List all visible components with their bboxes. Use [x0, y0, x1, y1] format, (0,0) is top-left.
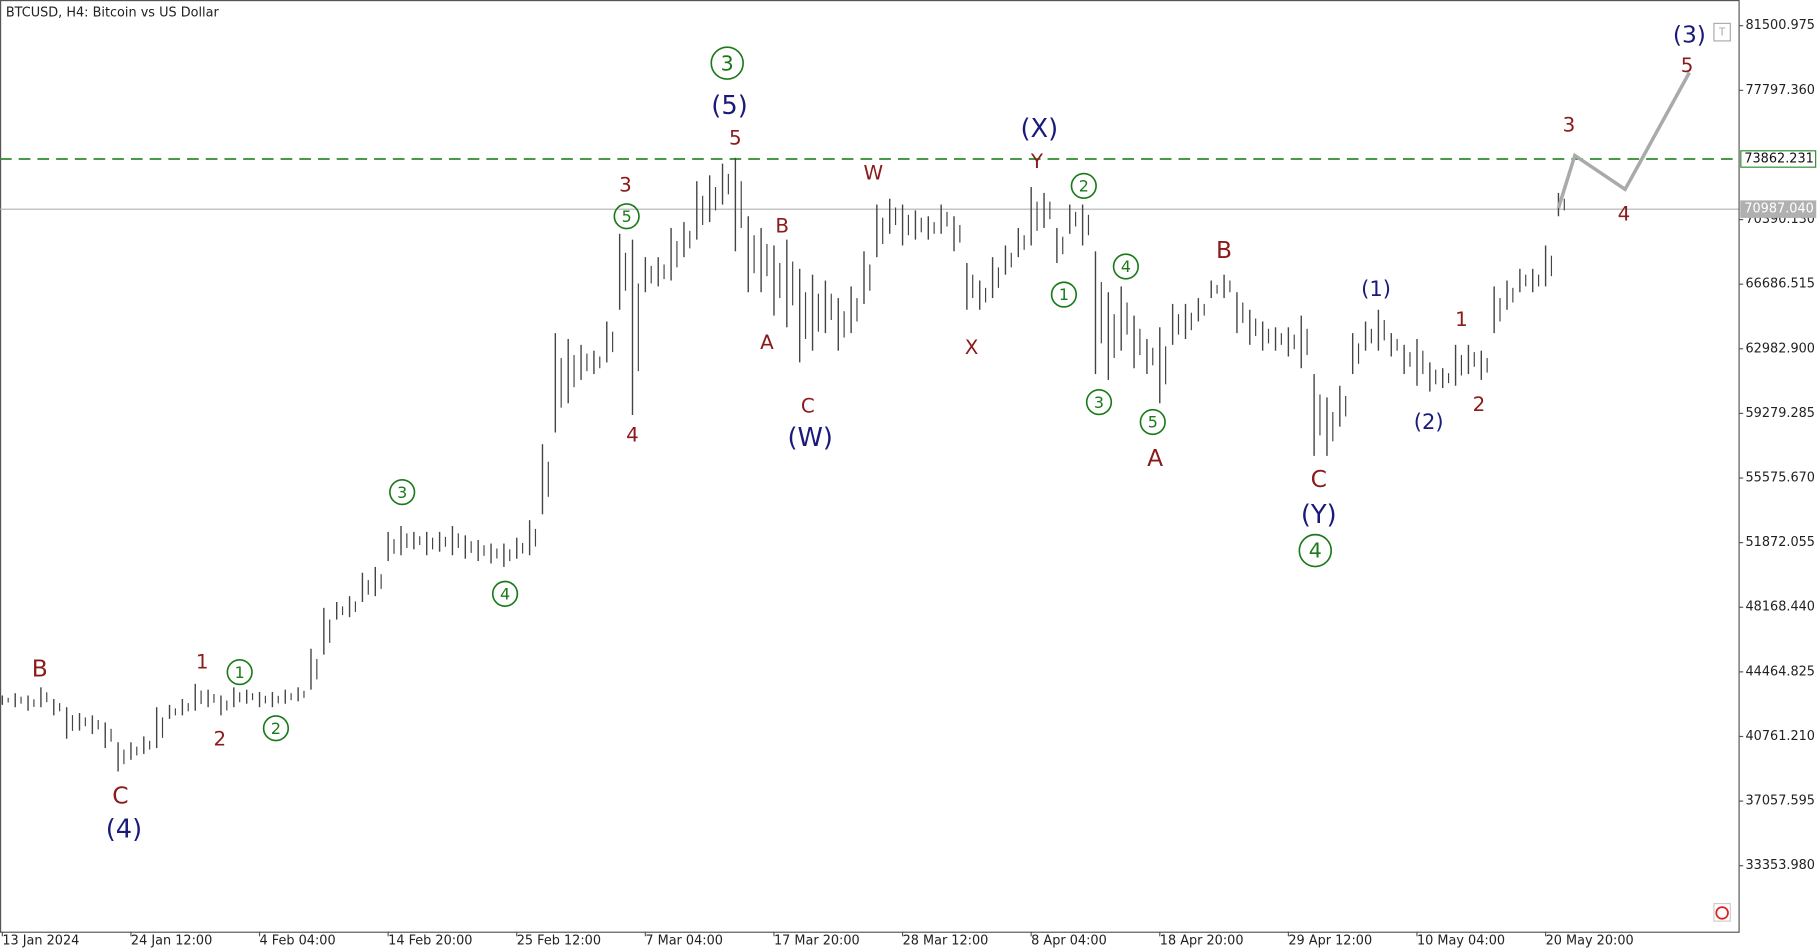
wave-label: C [801, 394, 815, 417]
wave-label: Y [1030, 150, 1044, 173]
wave-label: 5 [1148, 413, 1158, 432]
wave-label: (4) [106, 814, 142, 844]
x-tick-label: 7 Mar 04:00 [645, 933, 723, 948]
x-tick-label: 4 Feb 04:00 [260, 933, 336, 948]
wave-label: 2 [271, 719, 281, 738]
wave-circle [613, 203, 640, 230]
x-tick-label: 29 Apr 12:00 [1288, 933, 1372, 948]
x-tick-label: 25 Feb 12:00 [517, 933, 601, 948]
order-icon[interactable] [1713, 902, 1731, 922]
wave-label: 1 [235, 663, 245, 682]
wave-label: 3 [1094, 393, 1104, 412]
wave-label: (X) [1021, 114, 1059, 144]
wave-circle [226, 658, 253, 686]
plot-frame [0, 0, 1740, 933]
wave-circle [389, 478, 416, 506]
x-tick-label: 10 May 04:00 [1417, 933, 1505, 948]
y-tick-label: 40761.210 [1746, 729, 1815, 744]
x-tick-label: 28 Mar 12:00 [903, 933, 989, 948]
x-tick-label: 14 Feb 20:00 [388, 933, 472, 948]
wave-label: 5 [729, 127, 742, 150]
forecast-path [1556, 71, 1691, 209]
wave-circle [262, 715, 290, 742]
wave-circle [1070, 172, 1097, 199]
y-tick-label: 77797.360 [1746, 83, 1815, 98]
y-tick-label: 55575.670 [1746, 471, 1815, 486]
wave-label: C [1311, 465, 1327, 493]
y-tick-label: 66686.515 [1746, 277, 1815, 292]
wave-label: 5 [1681, 54, 1694, 77]
wave-label: 2 [1079, 177, 1089, 196]
wave-label: 4 [1309, 539, 1322, 563]
wave-circle [1298, 533, 1333, 568]
wave-label: B [775, 214, 789, 237]
order-icon-glyph [1715, 906, 1729, 920]
wave-label: 3 [397, 483, 407, 502]
wave-label: (5) [711, 91, 747, 121]
y-tick-label: 37057.595 [1746, 794, 1815, 809]
wave-label: 5 [622, 207, 632, 226]
trade-icon-glyph: T [1718, 27, 1726, 39]
wave-circle [491, 580, 519, 607]
price-level-label: 70987.040 [1744, 202, 1813, 217]
price-level-label: 73862.231 [1744, 151, 1813, 166]
wave-label: B [1216, 236, 1232, 264]
wave-label: 2 [1473, 393, 1486, 416]
wave-label: 1 [196, 650, 209, 673]
y-tick-label: 48168.440 [1746, 600, 1815, 615]
trade-icon[interactable] [1713, 22, 1731, 42]
wave-label: 4 [500, 584, 510, 603]
x-tick-label: 8 Apr 04:00 [1031, 933, 1107, 948]
y-tick-label: 62982.900 [1746, 341, 1815, 356]
wave-label: C [112, 782, 128, 810]
price-level-box [1740, 200, 1817, 218]
price-level-box [1740, 150, 1817, 168]
wave-circle [710, 46, 744, 80]
y-tick-label: 81500.975 [1746, 18, 1815, 33]
wave-label: B [32, 654, 48, 682]
wave-circle [1085, 388, 1113, 416]
wave-circle [1139, 408, 1166, 436]
wave-label: 3 [721, 51, 734, 75]
wave-label: A [1147, 444, 1163, 472]
wave-label: (Y) [1301, 500, 1337, 530]
wave-label: (2) [1414, 409, 1444, 434]
wave-label: (1) [1361, 276, 1391, 301]
x-tick-label: 20 May 20:00 [1546, 933, 1634, 948]
wave-label: 2 [213, 727, 226, 750]
x-tick-label: 18 Apr 20:00 [1160, 933, 1244, 948]
wave-label: 1 [1059, 285, 1069, 304]
x-tick-label: 17 Mar 20:00 [774, 933, 860, 948]
y-tick-label: 44464.825 [1746, 664, 1815, 679]
wave-label: (W) [787, 423, 832, 453]
x-tick-label: 13 Jan 2024 [2, 933, 79, 948]
wave-label: (3) [1673, 21, 1706, 49]
y-tick-label: 51872.055 [1746, 535, 1815, 550]
wave-circle [1112, 253, 1140, 280]
wave-circle [1050, 281, 1078, 308]
chart-title: BTCUSD, H4: Bitcoin vs US Dollar [6, 5, 220, 20]
wave-label: W [864, 162, 884, 185]
wave-label: 4 [1121, 257, 1131, 276]
wave-label: X [965, 336, 979, 359]
wave-label: 3 [1563, 114, 1576, 137]
wave-label: 4 [1618, 203, 1631, 226]
wave-label: 4 [626, 424, 639, 447]
y-tick-label: 59279.285 [1746, 406, 1815, 421]
wave-label: 1 [1455, 308, 1468, 331]
wave-label: 3 [619, 173, 632, 196]
x-tick-label: 24 Jan 12:00 [131, 933, 212, 948]
wave-label: A [760, 331, 774, 354]
y-tick-label: 33353.980 [1746, 858, 1815, 873]
